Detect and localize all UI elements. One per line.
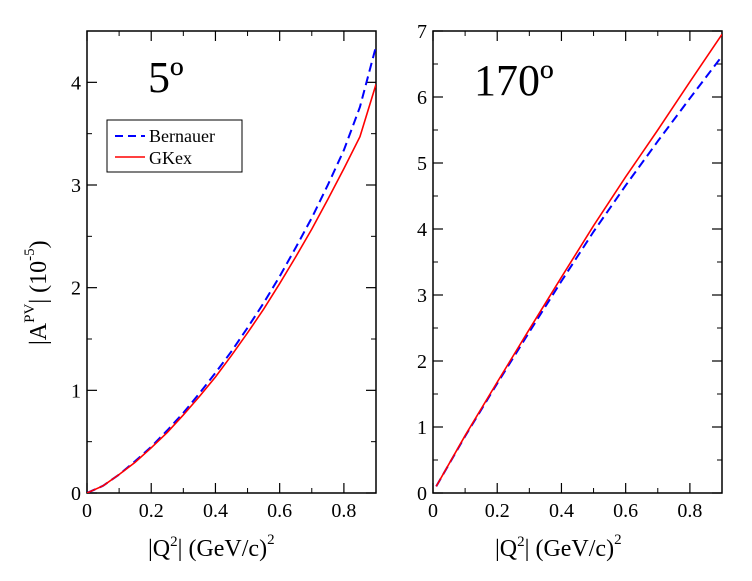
- y-tick-label: 2: [417, 351, 427, 373]
- x-tick-label: 0.8: [677, 500, 702, 522]
- x-axis-title-sup1: 2: [170, 534, 178, 550]
- x-tick-label: 0.2: [485, 500, 510, 522]
- plot-frame: [86, 30, 377, 494]
- y-axis-title-part2: | (10: [26, 261, 52, 304]
- y-tick-label: 3: [417, 285, 427, 307]
- y-tick-label: 3: [71, 175, 81, 197]
- legend-label-gkex: GKex: [149, 148, 192, 168]
- y-tick-label: 7: [417, 21, 427, 43]
- series-group: [87, 46, 376, 493]
- x-axis-title: |Q2| (GeV/c)2: [495, 532, 622, 562]
- series-line-gkex: [435, 33, 722, 487]
- y-tick-label: 4: [417, 219, 427, 241]
- x-axis-title-sup2: 2: [614, 532, 622, 548]
- x-tick-label: 0.8: [331, 500, 356, 522]
- y-tick-label: 0: [417, 483, 427, 505]
- x-axis-title: |Q2| (GeV/c)2: [148, 532, 275, 562]
- ticks-group: 0 0.2 0.4 0.6 0.8 0 1 2 3 4: [71, 30, 377, 522]
- x-tick-label: 0.6: [267, 500, 292, 522]
- y-tick-label: 1: [417, 417, 427, 439]
- x-tick-label: 0.2: [139, 500, 164, 522]
- legend: Bernauer GKex: [106, 119, 243, 173]
- y-tick-label: 6: [417, 87, 427, 109]
- series-group: [435, 33, 722, 487]
- panel-title: 170º: [474, 56, 554, 105]
- x-tick-label: 0.4: [203, 500, 228, 522]
- y-tick-label: 1: [71, 380, 81, 402]
- x-tick-label: 0.4: [549, 500, 574, 522]
- legend-label-bernauer: Bernauer: [149, 126, 215, 146]
- x-axis-title-part2: | (GeV/c): [525, 536, 614, 562]
- x-tick-label: 0: [428, 500, 438, 522]
- series-line-bernauer: [87, 46, 376, 493]
- x-tick-label: 0.6: [613, 500, 638, 522]
- series-line-bernauer: [435, 55, 722, 487]
- x-tick-label: 0: [82, 500, 92, 522]
- y-tick-label: 2: [71, 278, 81, 300]
- y-tick-label: 4: [71, 72, 81, 94]
- y-axis-title-sup1: PV: [22, 304, 38, 323]
- panel-title: 5º: [148, 53, 184, 102]
- y-tick-label: 5: [417, 153, 427, 175]
- y-axis-title-part1: |A: [26, 322, 52, 345]
- x-axis-title-part1: |Q: [148, 536, 170, 562]
- x-axis-title-part1: |Q: [495, 536, 517, 562]
- x-axis-title-sup1: 2: [517, 534, 525, 550]
- legend-box: [106, 119, 243, 173]
- ticks-group: 0 0.2 0.4 0.6 0.8 0 1 2 3 4 5 6 7: [417, 21, 723, 522]
- y-axis-title-sup2: -5: [22, 248, 38, 261]
- y-axis-title: |APV| (10-5): [22, 240, 52, 345]
- y-tick-label: 0: [71, 483, 81, 505]
- x-axis-title-part2: | (GeV/c): [178, 536, 267, 562]
- y-axis-title-part3: ): [26, 240, 52, 248]
- x-axis-title-sup2: 2: [267, 532, 275, 548]
- series-line-gkex: [87, 84, 376, 493]
